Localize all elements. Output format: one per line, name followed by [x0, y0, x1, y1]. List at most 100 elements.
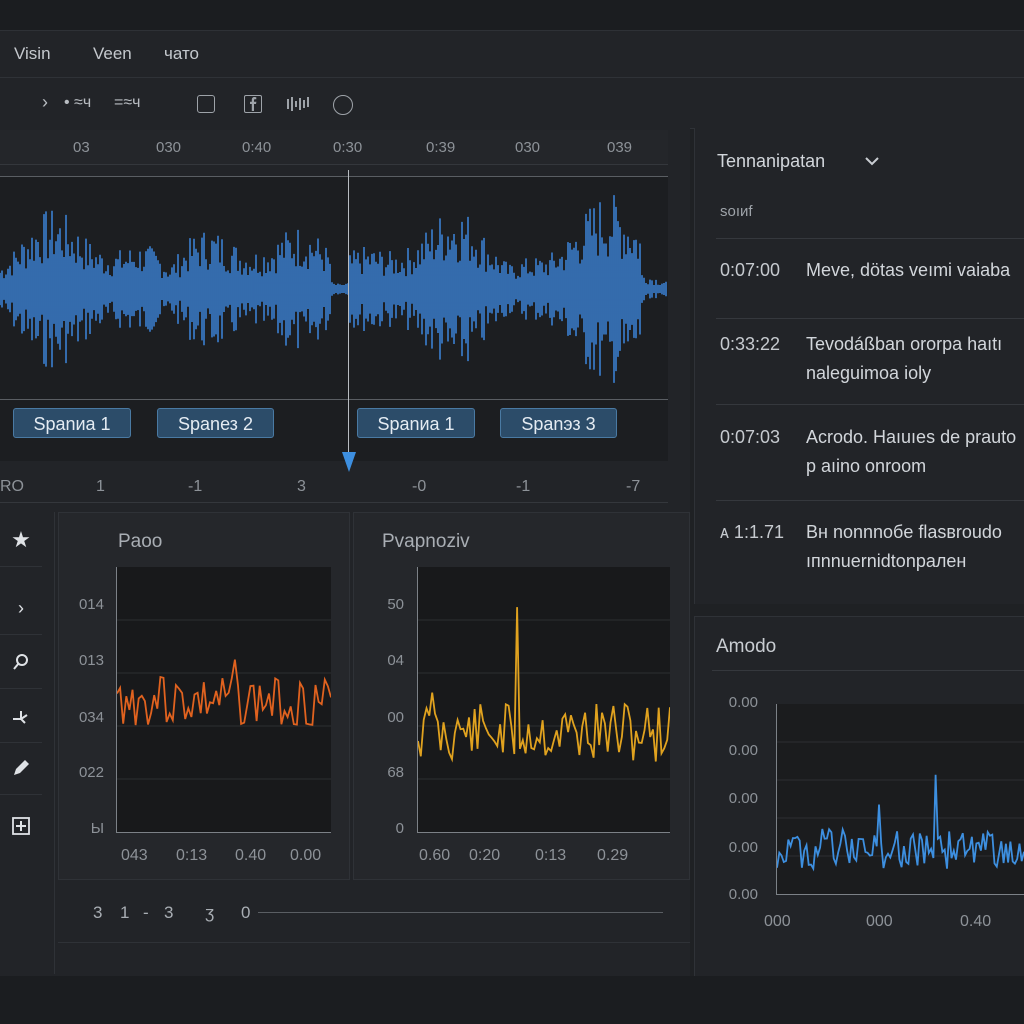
- transcript-title: Tennanipatan: [717, 151, 826, 171]
- amplitude-xtick: 000: [866, 913, 893, 930]
- graph-left-ytick: 022: [78, 764, 104, 781]
- add-track-icon[interactable]: [0, 800, 42, 852]
- graph-mid-plot: [417, 567, 670, 833]
- toolbar-label-1[interactable]: • ≈ч: [64, 94, 92, 111]
- bottom-ruler-label: RO: [0, 478, 24, 495]
- ruler-label: 030: [515, 139, 541, 156]
- segment-label: 0: [241, 903, 251, 922]
- segment-label: -: [143, 903, 149, 922]
- clip-label[interactable]: Spanез 2: [157, 408, 274, 438]
- amplitude-ytick: 0.00: [728, 790, 758, 807]
- segment-label: 3: [93, 903, 103, 922]
- ruler-label: 039: [607, 139, 633, 156]
- amplitude-line: [777, 741, 1024, 872]
- track-divider: [0, 399, 668, 400]
- graph-left-xtick: 0.00: [290, 847, 322, 864]
- split-icon[interactable]: [0, 690, 42, 743]
- segment-label: 1: [120, 903, 130, 922]
- bottom-ruler-label: 3: [297, 478, 306, 495]
- amplitude-xtick: 000: [764, 913, 791, 930]
- ruler-label: 0:39: [426, 139, 456, 156]
- transcript-entry[interactable]: [716, 238, 1024, 319]
- clip-label[interactable]: Spanэз 3: [500, 408, 617, 438]
- time-ruler[interactable]: [0, 130, 668, 165]
- star-icon[interactable]: ★: [0, 514, 42, 567]
- pencil-icon[interactable]: [0, 742, 42, 795]
- transcript-entry[interactable]: [716, 500, 1024, 601]
- graph-left-ytick: Ы: [90, 820, 104, 837]
- graph-mid-ytick: 50: [387, 596, 404, 613]
- transcript-time: 0:07:03: [720, 427, 781, 447]
- frame-icon[interactable]: [197, 95, 215, 113]
- window-top-strip: [0, 0, 1024, 31]
- audio-waveform: [0, 195, 667, 383]
- playhead-handle-icon[interactable]: [341, 452, 357, 472]
- bottom-ruler-label: 1: [96, 478, 105, 495]
- menu-item-view[interactable]: Visin: [14, 44, 51, 63]
- amplitude-ytick: 0.00: [728, 742, 758, 759]
- menu-item-chato[interactable]: чато: [164, 44, 199, 63]
- segment-label: 3: [164, 903, 174, 922]
- graph-mid-ytick: 04: [387, 652, 404, 669]
- waveform-icon[interactable]: [287, 96, 311, 117]
- toolbar: [0, 78, 1024, 129]
- transcript-text: Bн nonnnoбe flasвroudo: [806, 522, 1002, 542]
- menu-bar: [0, 31, 1024, 78]
- chevron-down-icon[interactable]: [865, 156, 879, 166]
- graph-left-xtick: 0.40: [235, 847, 267, 864]
- bottom-ruler-label: -1: [188, 478, 203, 495]
- bottom-ruler: [0, 470, 668, 503]
- bottom-ruler-label: -1: [516, 478, 531, 495]
- graph-mid-title: Pvapnoziv: [382, 531, 470, 552]
- transcript-text: Tevodáßban ororpa haıtı: [806, 334, 1003, 354]
- graph-left-plot: [116, 567, 331, 833]
- clip-label[interactable]: Spanиa 1: [357, 408, 475, 438]
- toolbar-label-2[interactable]: =≈ч: [114, 94, 141, 111]
- facebook-icon[interactable]: [244, 95, 262, 113]
- segment-track-line[interactable]: [258, 912, 663, 913]
- graph-mid-xtick: 0:20: [469, 847, 501, 864]
- transcript-time: 0:33:22: [720, 334, 781, 354]
- graph-left-ytick: 014: [78, 596, 104, 613]
- graph-mid-xtick: 0:13: [535, 847, 567, 864]
- playhead-line[interactable]: [348, 170, 349, 460]
- graph-mid-line: [418, 607, 670, 780]
- menu-item-veen[interactable]: Veen: [93, 44, 132, 63]
- graph-mid-ytick: 00: [387, 709, 404, 726]
- transcript-text: Acrodo. Haıuıes de prauto: [806, 427, 1017, 447]
- transcript-time: 0:07:00: [720, 260, 781, 280]
- graph-left-xtick: 043: [121, 847, 148, 864]
- ruler-label: 03: [73, 139, 90, 156]
- graph-mid-xtick: 0.29: [597, 847, 629, 864]
- record-icon[interactable]: [333, 95, 353, 115]
- amplitude-plot: [776, 704, 1024, 895]
- ruler-label: 030: [156, 139, 182, 156]
- transcript-entry[interactable]: [716, 318, 1024, 405]
- transcript-subtitle: soıиf: [720, 203, 753, 220]
- bottom-ruler-label: -7: [626, 478, 641, 495]
- graph-left-xtick: 0:13: [176, 847, 208, 864]
- tool-sidebar: [0, 512, 55, 974]
- amplitude-xtick: 0.40: [960, 913, 992, 930]
- transcript-text: p aıino onroom: [806, 456, 927, 476]
- graph-mid-ytick: 0: [395, 820, 404, 837]
- graph-mid-xtick: 0.60: [419, 847, 451, 864]
- segment-label: ʒ: [205, 903, 215, 922]
- amplitude-ytick: 0.00: [728, 839, 758, 856]
- window-footer: [0, 976, 1024, 1024]
- graph-left-ytick: 034: [78, 709, 104, 726]
- search-icon[interactable]: [0, 636, 42, 689]
- forward-icon[interactable]: ›: [0, 582, 42, 635]
- amplitude-ytick: 0.00: [728, 694, 758, 711]
- transcript-entry[interactable]: [716, 404, 1024, 501]
- graph-left-line: [117, 619, 331, 780]
- bottom-ruler-label: -0: [412, 478, 427, 495]
- ruler-label: 0:40: [242, 139, 272, 156]
- transcript-text: Meve, dötas veımi vaiaba: [806, 260, 1011, 280]
- amplitude-divider: [712, 670, 1024, 671]
- transcript-text: ıпnnuernidtonpaлeн: [806, 551, 967, 571]
- chevron-right-icon[interactable]: ›: [42, 92, 48, 112]
- amplitude-title: Amodo: [716, 636, 777, 657]
- transcript-text: naleguimoa ioly: [806, 363, 932, 383]
- clip-label[interactable]: Spanиa 1: [13, 408, 131, 438]
